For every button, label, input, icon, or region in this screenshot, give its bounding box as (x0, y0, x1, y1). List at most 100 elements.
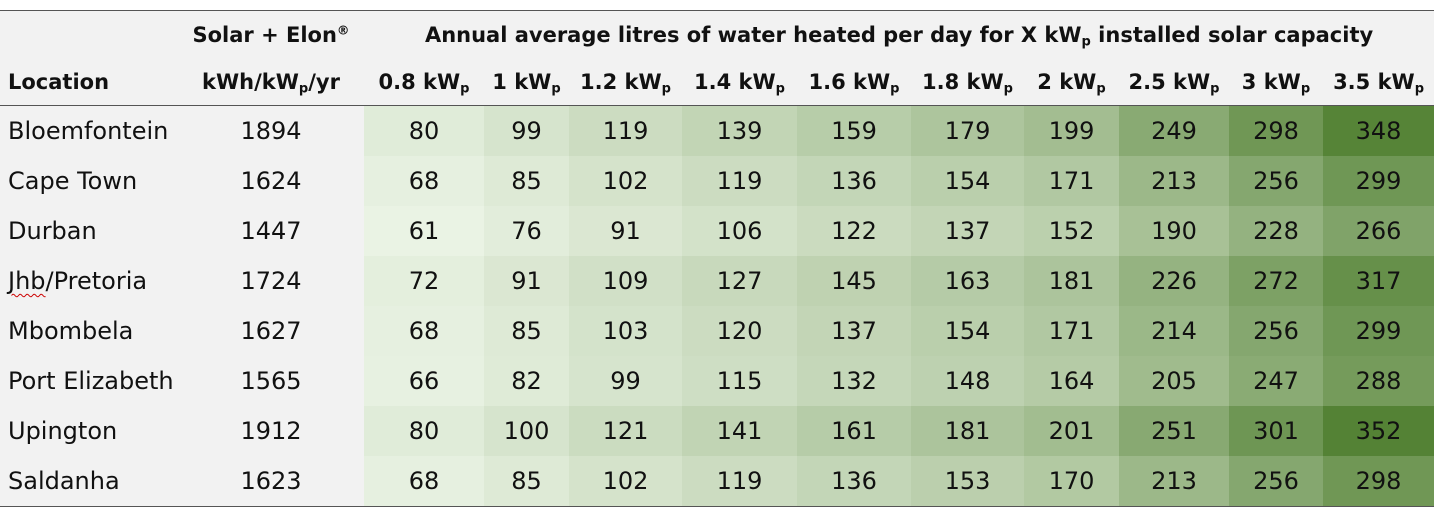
table-header: Solar + Elon® Annual average litres of w… (0, 10, 1435, 106)
table-row: Upington 1912 80 100 121 141 161 181 201 251 301 35… (0, 406, 1435, 456)
header-yield-unit: kWh/kWp/yr (178, 58, 364, 106)
value-cell: 299 (1323, 156, 1435, 206)
solar-water-heating-table: Solar + Elon® Annual average litres of w… (0, 10, 1435, 507)
capacity-value: 2.5 kW (1128, 69, 1211, 94)
value-cell: 251 (1119, 406, 1229, 456)
capacity-unit-subscript: p (551, 80, 561, 96)
value-cell: 256 (1229, 156, 1323, 206)
value-cell: 299 (1323, 306, 1435, 356)
capacity-unit-subscript: p (1300, 80, 1311, 96)
location-cell: Port Elizabeth (0, 356, 178, 406)
value-cell: 301 (1229, 406, 1323, 456)
yield-cell: 1912 (178, 406, 364, 456)
yield-cell: 1724 (178, 256, 364, 306)
value-cell: 298 (1323, 456, 1435, 507)
solar-water-heating-table-container: Solar + Elon® Annual average litres of w… (0, 10, 1435, 507)
capacity-unit-subscript: p (1096, 80, 1106, 96)
value-cell: 181 (1024, 256, 1119, 306)
yield-unit-text: kWh/kW (202, 69, 299, 94)
value-cell: 170 (1024, 456, 1119, 507)
capacity-title-subscript: p (1081, 33, 1091, 49)
value-cell: 272 (1229, 256, 1323, 306)
capacity-unit-subscript: p (460, 80, 470, 96)
value-cell: 352 (1323, 406, 1435, 456)
value-cell: 317 (1323, 256, 1435, 306)
value-cell: 256 (1229, 306, 1323, 356)
value-cell: 119 (569, 105, 682, 156)
value-cell: 115 (682, 356, 797, 406)
value-cell: 199 (1024, 105, 1119, 156)
value-cell: 256 (1229, 456, 1323, 507)
value-cell: 226 (1119, 256, 1229, 306)
yield-unit-subscript: p (298, 80, 309, 96)
location-cell: Durban (0, 206, 178, 256)
header-capacity-5: 1.8 kWp (911, 58, 1024, 106)
header-capacity-4: 1.6 kWp (797, 58, 911, 106)
value-cell: 120 (682, 306, 797, 356)
value-cell: 103 (569, 306, 682, 356)
value-cell: 68 (364, 306, 484, 356)
header-capacity-0: 0.8 kWp (364, 58, 484, 106)
capacity-value: 1.4 kW (694, 69, 776, 94)
value-cell: 213 (1119, 156, 1229, 206)
yield-label-text: Solar + Elon (192, 22, 337, 47)
value-cell: 288 (1323, 356, 1435, 406)
value-cell: 181 (911, 406, 1024, 456)
value-cell: 132 (797, 356, 911, 406)
value-cell: 91 (484, 256, 569, 306)
value-cell: 153 (911, 456, 1024, 507)
value-cell: 66 (364, 356, 484, 406)
capacity-value: 2 kW (1037, 69, 1097, 94)
spellcheck-flagged-text: Jhb (8, 267, 46, 295)
value-cell: 201 (1024, 406, 1119, 456)
header-capacity-9: 3.5 kWp (1323, 58, 1435, 106)
capacity-unit-subscript: p (890, 80, 900, 96)
value-cell: 247 (1229, 356, 1323, 406)
value-cell: 213 (1119, 456, 1229, 507)
value-cell: 80 (364, 105, 484, 156)
header-location: Location (0, 58, 178, 106)
value-cell: 136 (797, 456, 911, 507)
value-cell: 159 (797, 105, 911, 156)
location-cell: Upington (0, 406, 178, 456)
value-cell: 137 (797, 306, 911, 356)
yield-cell: 1565 (178, 356, 364, 406)
yield-cell: 1623 (178, 456, 364, 507)
value-cell: 171 (1024, 306, 1119, 356)
location-cell: Cape Town (0, 156, 178, 206)
capacity-unit-subscript: p (1003, 80, 1013, 96)
value-cell: 127 (682, 256, 797, 306)
table-row: Jhb/Pretoria 1724 72 91 109 127 145 163 181 226 27… (0, 256, 1435, 306)
value-cell: 298 (1229, 105, 1323, 156)
yield-cell: 1627 (178, 306, 364, 356)
table-row: Saldanha 1623 68 85 102 119 136 153 170 213 256 298 (0, 456, 1435, 507)
value-cell: 68 (364, 156, 484, 206)
yield-cell: 1447 (178, 206, 364, 256)
location-text-rest: /Pretoria (45, 267, 148, 295)
capacity-unit-subscript: p (1414, 80, 1425, 96)
value-cell: 102 (569, 156, 682, 206)
value-cell: 80 (364, 406, 484, 456)
table-row: Mbombela 1627 68 85 103 120 137 154 171 214 256 299 (0, 306, 1435, 356)
value-cell: 119 (682, 456, 797, 507)
value-cell: 136 (797, 156, 911, 206)
value-cell: 119 (682, 156, 797, 206)
value-cell: 82 (484, 356, 569, 406)
value-cell: 61 (364, 206, 484, 256)
location-cell: Mbombela (0, 306, 178, 356)
value-cell: 179 (911, 105, 1024, 156)
value-cell: 122 (797, 206, 911, 256)
value-cell: 72 (364, 256, 484, 306)
header-capacity-3: 1.4 kWp (682, 58, 797, 106)
value-cell: 121 (569, 406, 682, 456)
value-cell: 266 (1323, 206, 1435, 256)
table-row: Durban 1447 61 76 91 106 122 137 152 190 228 266 (0, 206, 1435, 256)
value-cell: 106 (682, 206, 797, 256)
header-capacity-title: Annual average litres of water heated pe… (364, 10, 1435, 58)
value-cell: 137 (911, 206, 1024, 256)
location-cell: Jhb/Pretoria (0, 256, 178, 306)
value-cell: 161 (797, 406, 911, 456)
value-cell: 171 (1024, 156, 1119, 206)
value-cell: 99 (569, 356, 682, 406)
value-cell: 85 (484, 156, 569, 206)
